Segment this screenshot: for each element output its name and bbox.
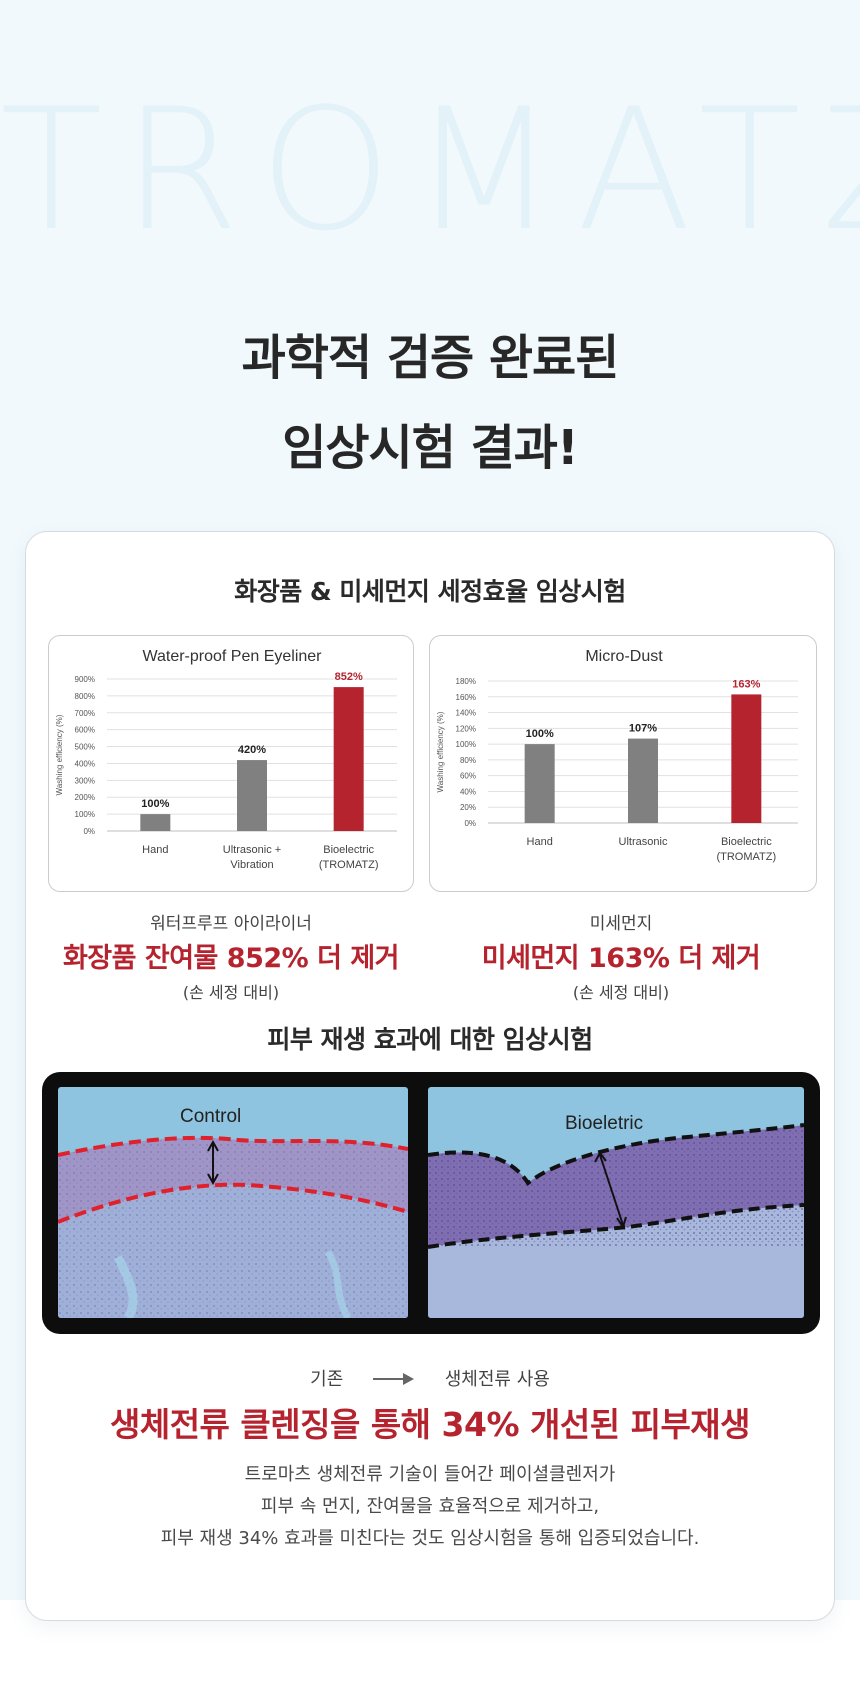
panel-label-bioelectric: Bioeletric [565,1113,643,1134]
arrow-right-icon [373,1370,415,1391]
y-axis-label: Washing efficiency (%) [436,711,445,792]
y-tick-label: 120% [456,724,476,733]
description-line-3: 피부 재생 34% 효과를 미친다는 것도 임상시험을 통해 입증되었습니다. [160,1528,700,1549]
y-tick-label: 60% [460,772,476,781]
bar [237,760,267,831]
y-axis-label: Washing efficiency (%) [55,714,64,795]
section-title-regeneration: 피부 재생 효과에 대한 임상시험 [267,1025,593,1054]
histology-panel-bioelectric: Bioeletric [428,1087,804,1318]
caption-eyeliner-label: 워터프루프 아이라이너 [150,914,312,934]
caption-dust-label: 미세먼지 [589,914,653,934]
compare-before-label: 기존 [310,1369,344,1390]
chart-svg: Micro-Dust Washing efficiency (%) 0% 20% 40%… [436,648,798,863]
clinical-results-card: 화장품 & 미세먼지 세정효율 임상시험 Water-proof Pen Eye… [25,531,835,1621]
chart-eyeliner: Water-proof Pen Eyeliner Washing efficien… [48,635,414,892]
x-tick-label: (TROMATZ) [319,859,379,871]
bar [628,738,658,823]
bar [140,814,171,831]
section-title-cleansing: 화장품 & 미세먼지 세정효율 임상시험 [234,577,626,606]
bar [731,694,762,823]
y-tick-label: 200% [75,793,95,802]
compare-after-label: 생체전류 사용 [444,1369,550,1390]
caption-eyeliner-result: 화장품 잔여물 852% 더 제거 [62,943,400,974]
x-tick-label: Hand [527,836,553,848]
y-tick-label: 0% [83,827,95,836]
bar [524,744,555,823]
y-tick-label: 0% [464,819,476,828]
x-tick-label: Bioelectric [721,836,772,848]
caption-dust-note: (손 세정 대비) [572,983,670,1002]
y-tick-label: 700% [75,709,95,718]
y-tick-label: 300% [75,776,95,785]
caption-eyeliner: 워터프루프 아이라이너 화장품 잔여물 852% 더 제거 (손 세정 대비) [41,909,421,1003]
y-tick-label: 180% [456,677,476,686]
x-tick-label: (TROMATZ) [716,851,776,863]
y-tick-label: 40% [460,787,476,796]
data-label: 163% [732,678,760,690]
data-label: 107% [629,723,657,735]
histology-panel-control: Control [58,1087,408,1318]
headline-line-2: 임상시험 결과! [282,420,579,476]
chart-micro-dust: Micro-Dust Washing efficiency (%) 0% 20% 40%… [429,635,817,892]
y-tick-label: 800% [75,692,95,701]
bar [333,687,364,831]
chart-title: Water-proof Pen Eyeliner [142,648,322,665]
y-tick-label: 400% [75,759,95,768]
panel-label-control: Control [180,1106,241,1127]
histology-photo-frame: Control Bioeletric [42,1072,820,1334]
y-tick-label: 80% [460,756,476,765]
data-label: 100% [141,798,169,810]
chart-svg: Water-proof Pen Eyeliner Washing efficien… [55,648,397,871]
x-tick-label: Vibration [230,859,273,871]
brand-watermark: TROMATZ [0,85,860,255]
chart-title: Micro-Dust [585,648,663,665]
y-tick-label: 20% [460,803,476,812]
y-tick-label: 160% [456,693,476,702]
x-tick-label: Ultrasonic + [223,844,281,856]
data-label: 852% [335,671,363,683]
data-label: 100% [526,728,554,740]
y-tick-label: 100% [456,740,476,749]
before-after-compare: 기존 생체전류 사용 [26,1365,834,1391]
x-tick-label: Bioelectric [323,844,374,856]
description-line-2: 피부 속 먼지, 잔여물을 효율적으로 제거하고, [260,1496,600,1517]
y-tick-label: 600% [75,726,95,735]
y-tick-label: 500% [75,743,95,752]
caption-micro-dust: 미세먼지 미세먼지 163% 더 제거 (손 세정 대비) [431,909,811,1003]
headline-line-1: 과학적 검증 완료된 [241,330,620,386]
result-headline: 생체전류 클렌징을 통해 34% 개선된 피부재생 [109,1405,751,1444]
x-tick-label: Ultrasonic [619,836,668,848]
description-line-1: 트로마츠 생체전류 기술이 들어간 페이셜클렌저가 [244,1464,616,1485]
y-tick-label: 100% [75,810,95,819]
y-tick-label: 900% [75,675,95,684]
caption-dust-result: 미세먼지 163% 더 제거 [481,943,761,974]
data-label: 420% [238,744,266,756]
caption-eyeliner-note: (손 세정 대비) [182,983,280,1002]
x-tick-label: Hand [142,844,168,856]
y-tick-label: 140% [456,709,476,718]
